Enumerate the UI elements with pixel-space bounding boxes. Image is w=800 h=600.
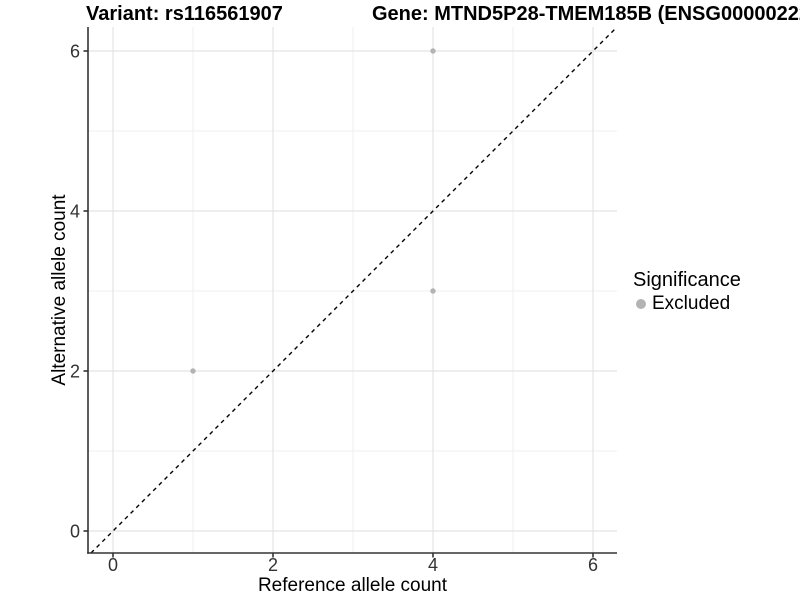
plot-title-variant: Variant: rs116561907 — [86, 3, 283, 25]
data-point — [430, 48, 436, 54]
x-axis-title: Reference allele count — [257, 575, 448, 596]
legend: Significance Excluded — [633, 269, 741, 315]
data-point — [430, 288, 436, 294]
x-tick-label: 6 — [588, 555, 598, 575]
y-axis-title: Alternative allele count — [49, 194, 70, 386]
y-tick-label: 6 — [70, 42, 80, 62]
y-tick-label: 0 — [70, 522, 80, 542]
identity-line — [90, 26, 618, 554]
legend-item-label: Excluded — [652, 293, 731, 314]
legend-title: Significance — [633, 269, 741, 291]
y-tick-label: 2 — [70, 362, 80, 382]
legend-point-icon — [636, 299, 646, 309]
y-tick-label: 4 — [70, 202, 80, 222]
x-tick-label: 2 — [268, 555, 278, 575]
data-point — [190, 368, 196, 374]
x-tick-label: 0 — [108, 555, 118, 575]
x-tick-label: 4 — [428, 555, 438, 575]
plot-title-gene: Gene: MTND5P28-TMEM185B (ENSG00000222 — [372, 3, 800, 25]
legend-item-excluded: Excluded — [636, 293, 741, 315]
